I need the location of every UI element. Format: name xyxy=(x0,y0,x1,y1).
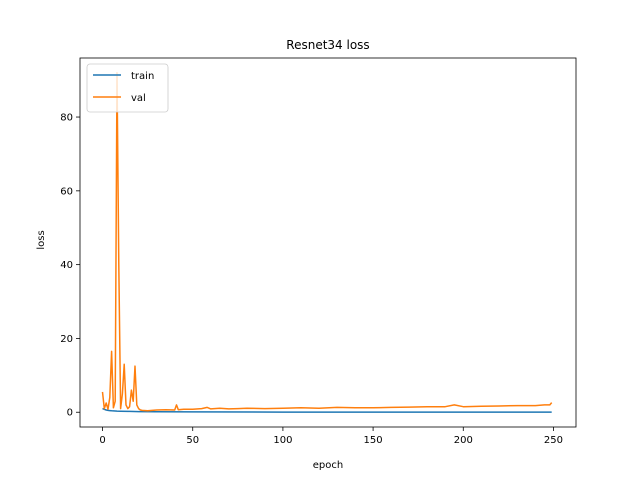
plot-frame xyxy=(79,57,577,428)
x-tick-label: 150 xyxy=(364,435,383,446)
series-line-train xyxy=(102,407,552,413)
y-axis-label: loss xyxy=(36,230,47,249)
y-tick-label: 20 xyxy=(60,334,73,345)
y-axis: 0 20 40 60 80 xyxy=(60,113,80,419)
legend-box xyxy=(86,63,169,113)
x-tick-label: 250 xyxy=(544,435,563,446)
legend-label-val: val xyxy=(131,93,146,104)
x-tick-label: 0 xyxy=(99,435,105,446)
x-tick-label: 50 xyxy=(186,435,199,446)
series-line-val xyxy=(101,72,553,412)
legend-label-train: train xyxy=(131,71,154,82)
x-tick-label: 100 xyxy=(273,435,292,446)
y-tick-label: 80 xyxy=(60,113,73,124)
x-axis: 0 50 100 150 200 250 xyxy=(99,427,563,446)
x-tick-label: 200 xyxy=(454,435,473,446)
x-axis-label: epoch xyxy=(313,460,343,471)
legend: train val xyxy=(86,63,169,113)
y-tick-label: 0 xyxy=(67,408,73,419)
plot-area xyxy=(79,57,577,428)
y-tick-label: 60 xyxy=(60,186,73,197)
chart-title: Resnet34 loss xyxy=(286,38,369,52)
y-tick-label: 40 xyxy=(60,260,73,271)
